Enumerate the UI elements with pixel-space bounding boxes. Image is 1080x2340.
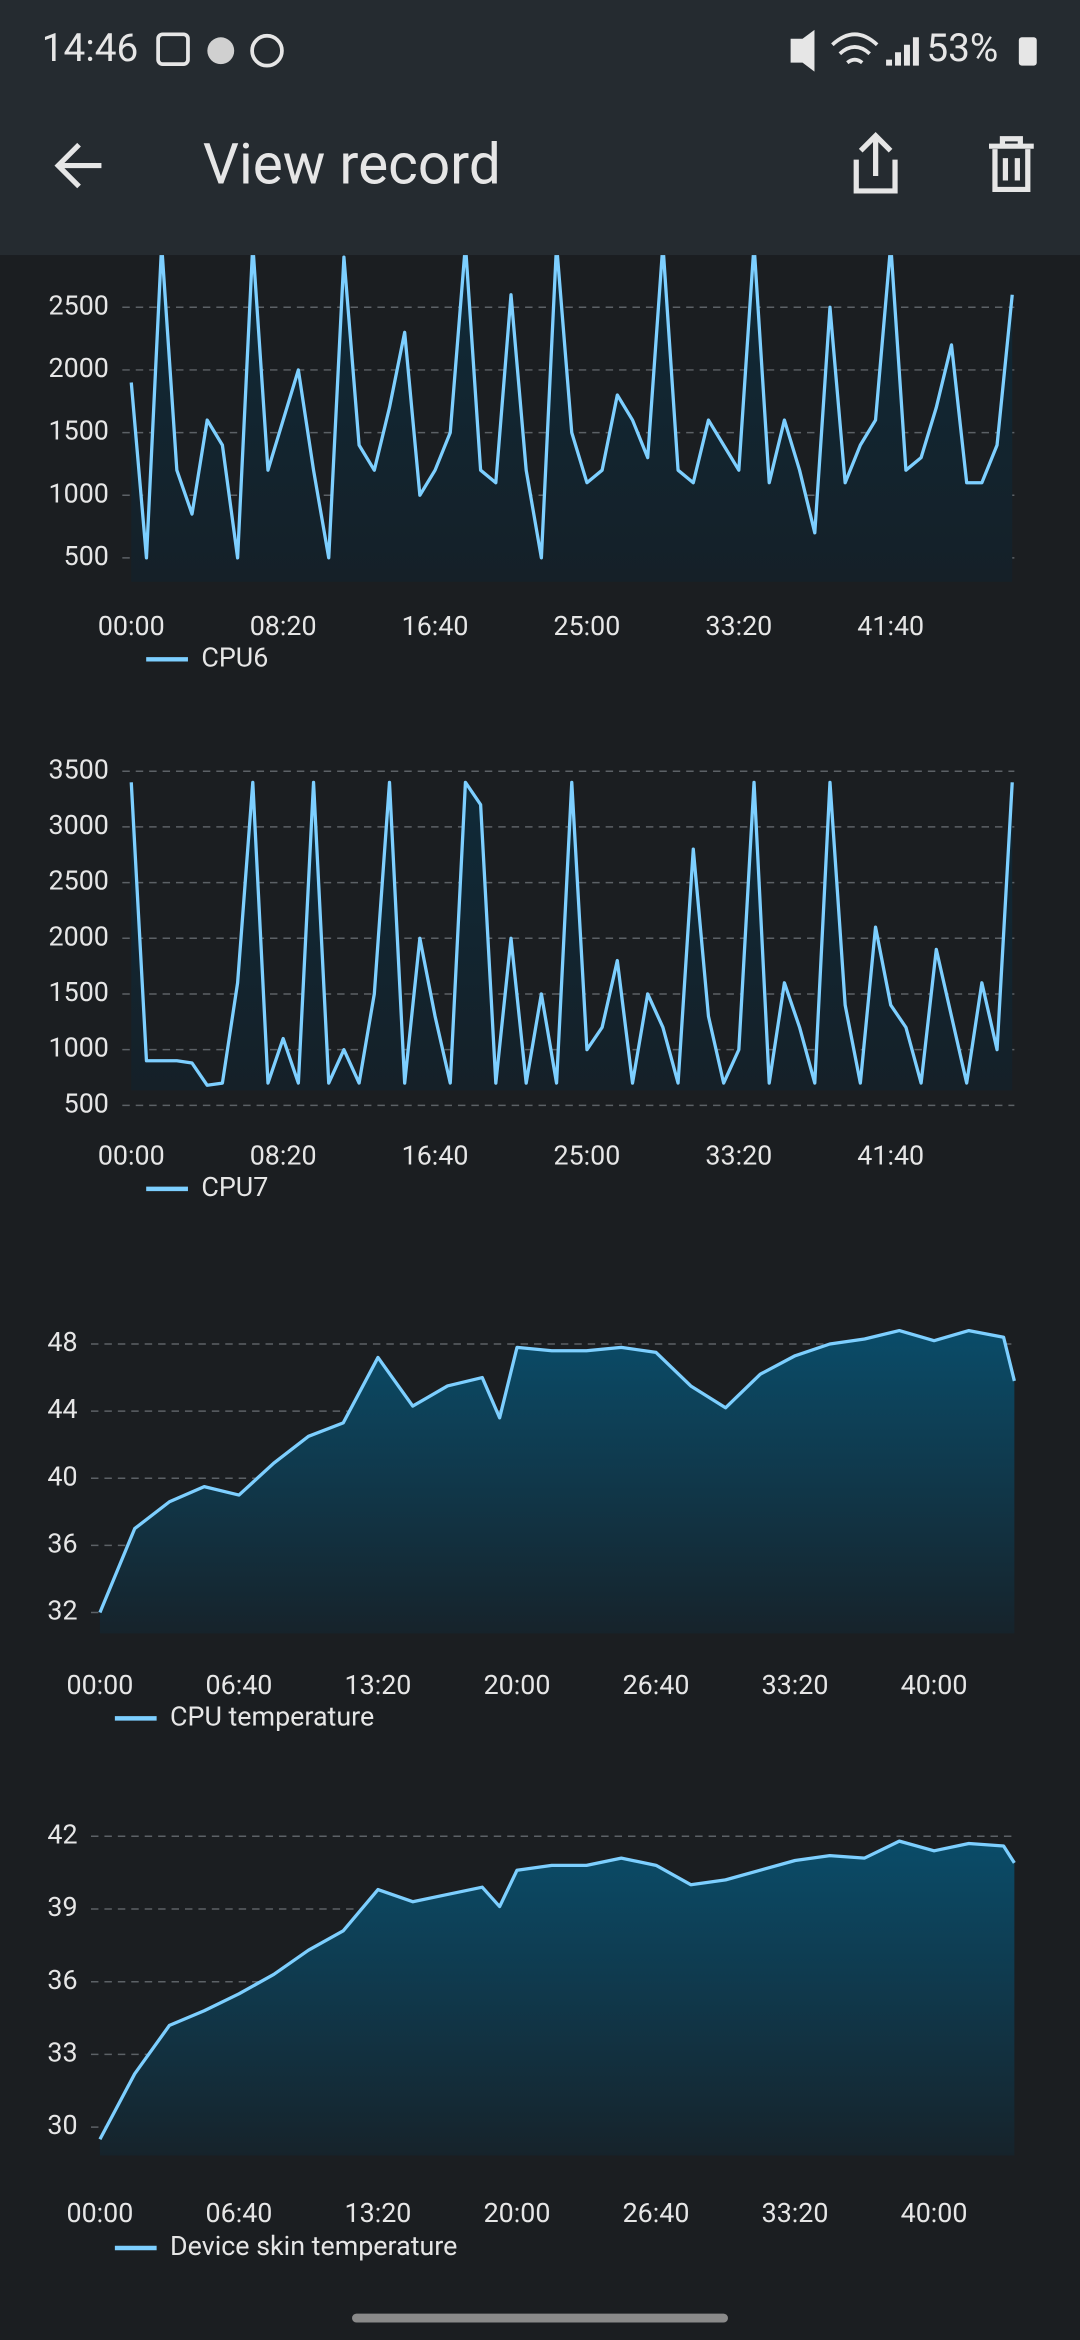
app-icon	[250, 33, 284, 68]
x-tick-label: 41:40	[857, 1140, 924, 1172]
y-tick-label: 1500	[49, 415, 109, 447]
x-tick-label: 13:20	[345, 2197, 412, 2229]
x-tick-label: 16:40	[402, 1140, 469, 1172]
top-bar: 14:46 53% View record	[0, 0, 1080, 256]
y-tick-label: 1000	[49, 477, 109, 509]
y-tick-label: 32	[47, 1595, 77, 1627]
app-icon	[207, 37, 235, 65]
x-tick-label: 33:20	[762, 1669, 829, 1701]
legend-label: Device skin temperature	[170, 2230, 457, 2262]
x-tick-label: 16:40	[402, 610, 469, 642]
y-tick-label: 2500	[49, 865, 109, 897]
y-tick-label: 48	[47, 1326, 77, 1358]
y-tick-label: 36	[47, 1964, 77, 1996]
y-tick-label: 44	[47, 1393, 77, 1425]
y-tick-label: 40	[47, 1460, 77, 1492]
x-tick-label: 33:20	[705, 1140, 772, 1172]
y-tick-label: 500	[64, 540, 109, 572]
status-battery: 53%	[926, 26, 998, 71]
x-tick-label: 00:00	[67, 1669, 134, 1701]
x-tick-label: 00:00	[67, 2197, 134, 2229]
delete-button[interactable]	[989, 136, 1034, 193]
chart: 5001000150020002500300000:0008:2016:4025…	[49, 227, 1015, 673]
area-fill	[131, 244, 1013, 582]
x-tick-label: 40:00	[901, 1669, 968, 1701]
status-time: 14:46	[42, 26, 139, 71]
legend-label: CPU6	[201, 641, 268, 673]
wifi-icon	[831, 32, 879, 65]
gallery-icon	[156, 32, 190, 67]
x-tick-label: 41:40	[857, 610, 924, 642]
x-tick-label: 25:00	[554, 610, 621, 642]
y-tick-label: 1000	[49, 1032, 109, 1064]
x-tick-label: 06:40	[206, 1669, 273, 1701]
x-tick-label: 20:00	[484, 2197, 551, 2229]
y-tick-label: 2500	[49, 289, 109, 321]
area-fill	[131, 782, 1013, 1091]
data-line	[129, 242, 1014, 560]
y-tick-label: 42	[47, 1818, 77, 1850]
y-tick-label: 500	[64, 1087, 109, 1119]
battery-icon	[1018, 37, 1037, 66]
data-line	[98, 1839, 1016, 2141]
chart: 500 1000 1500 2000 2500 3000 3500 00:00 08:20 16:…	[49, 753, 1015, 1203]
x-tick-label: 25:00	[554, 1140, 621, 1172]
x-tick-label: 33:20	[762, 2197, 829, 2229]
y-tick-label: 1500	[49, 976, 109, 1008]
x-tick-label: 33:20	[705, 610, 772, 642]
x-tick-label: 20:00	[484, 1669, 551, 1701]
y-tick-label: 2000	[49, 920, 109, 952]
legend-label: CPU temperature	[170, 1701, 374, 1733]
mute-icon	[790, 29, 815, 72]
signal-icon	[886, 37, 919, 66]
legend-label: CPU7	[201, 1171, 268, 1203]
charts: 500 1000 1500 2000 2500 3000 00:00 08:20 16:40 25…	[47, 227, 1016, 2262]
data-line	[98, 1328, 1016, 1614]
y-tick-label: 3000	[49, 809, 109, 841]
chart: 32 36 40 44 48 00:00 06:40 13:20 20:00 26:40 33:20…	[47, 1326, 1016, 1733]
x-tick-label: 00:00	[98, 610, 165, 642]
x-tick-label: 26:40	[623, 1669, 690, 1701]
header-title: View record	[203, 131, 501, 198]
y-tick-label: 2000	[49, 352, 109, 384]
back-button[interactable]	[54, 142, 102, 189]
x-tick-label: 00:00	[98, 1140, 165, 1172]
y-tick-label: 33	[47, 2037, 77, 2069]
chart: 30 33 36 39 42 00:00 06:40 13:20 20:00 26:40 33:20…	[47, 1818, 1016, 2262]
x-tick-label: 13:20	[345, 1669, 412, 1701]
x-tick-label: 26:40	[623, 2197, 690, 2229]
x-tick-label: 40:00	[901, 2197, 968, 2229]
y-tick-label: 36	[47, 1527, 77, 1559]
data-line	[129, 780, 1014, 1087]
y-tick-label: 30	[47, 2109, 77, 2141]
x-tick-label: 06:40	[206, 2197, 273, 2229]
share-button[interactable]	[853, 132, 898, 194]
area-fill	[99, 1841, 1015, 2156]
x-tick-label: 08:20	[250, 1140, 317, 1172]
x-tick-label: 08:20	[250, 610, 317, 642]
y-tick-label: 39	[47, 1891, 77, 1923]
area-fill	[99, 1330, 1015, 1634]
home-indicator	[352, 2313, 728, 2323]
y-tick-label: 3500	[49, 753, 109, 785]
header-bg	[0, 0, 1080, 256]
